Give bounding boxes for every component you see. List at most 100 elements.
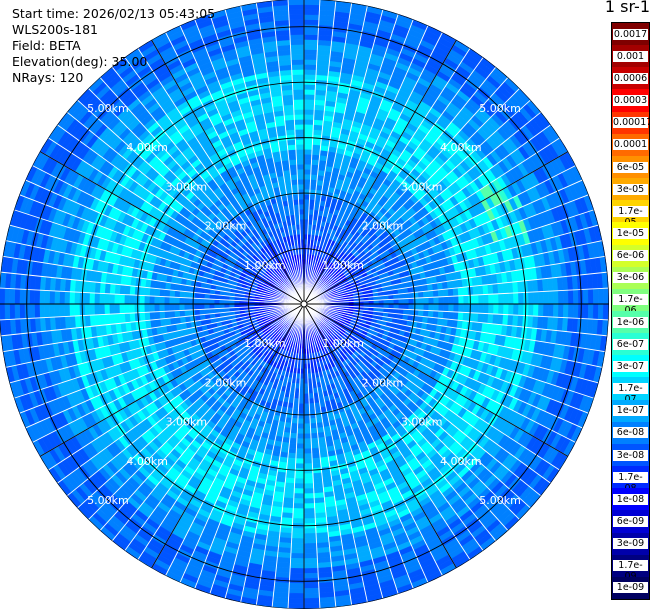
range-gate-cell — [478, 303, 484, 314]
range-gate-cell — [312, 134, 322, 141]
range-gate-cell — [303, 548, 318, 554]
range-gate-cell — [437, 289, 444, 298]
range-gate-cell — [303, 503, 315, 509]
range-gate-cell — [562, 289, 569, 305]
range-gate-cell — [288, 587, 305, 594]
range-gate-cell — [487, 313, 494, 325]
range-gate-cell — [312, 462, 322, 469]
range-gate-cell — [303, 129, 314, 135]
range-gate-cell — [303, 518, 316, 524]
range-gate-cell — [467, 286, 474, 296]
range-gate-cell — [582, 303, 589, 320]
range-gate-cell — [303, 198, 310, 205]
range-gate-cell — [303, 124, 314, 130]
range-gate-cell — [291, 533, 305, 539]
range-gate-cell — [582, 288, 589, 305]
range-gate-cell — [388, 299, 395, 305]
range-gate-cell — [462, 286, 469, 296]
range-gate-cell — [290, 422, 298, 429]
range-gate-cell — [310, 427, 318, 434]
range-gate-cell — [294, 468, 305, 474]
range-gate-cell — [303, 567, 319, 574]
range-gate-cell — [296, 443, 305, 449]
range-gate-cell — [408, 292, 414, 299]
range-gate-cell — [418, 303, 424, 311]
range-gate-cell — [557, 290, 564, 305]
range-gate-cell — [293, 503, 305, 509]
range-gate-cell — [408, 298, 415, 305]
range-gate-cell — [311, 144, 321, 151]
range-gate-cell — [287, 457, 297, 464]
range-gate-cell — [303, 154, 313, 160]
range-gate-cell — [303, 164, 312, 170]
range-gate-cell — [457, 287, 464, 297]
range-gate-cell — [298, 403, 305, 410]
range-gate-cell — [303, 388, 309, 395]
range-gate-cell — [289, 572, 305, 579]
range-gate-cell — [310, 174, 318, 181]
range-gate-cell — [472, 285, 479, 296]
range-gate-cell — [518, 303, 524, 316]
range-gate-cell — [597, 288, 604, 305]
range-gate-cell — [303, 408, 310, 415]
range-gate-cell — [408, 309, 414, 316]
range-gate-cell — [482, 284, 489, 295]
range-gate-cell — [303, 562, 319, 569]
range-gate-cell — [310, 169, 319, 176]
range-gate-cell — [303, 552, 318, 559]
range-gate-cell — [388, 303, 395, 309]
range-gate-cell — [508, 303, 514, 316]
range-gate-cell — [303, 99, 315, 105]
range-gate-cell — [303, 587, 320, 594]
range-gate-cell — [303, 478, 314, 484]
range-gate-cell — [313, 114, 325, 121]
range-gate-cell — [303, 418, 311, 424]
range-gate-cell — [287, 452, 297, 459]
range-gate-cell — [427, 310, 434, 318]
range-gate-cell — [295, 453, 305, 459]
range-gate-cell — [303, 423, 311, 429]
range-gate-cell — [303, 208, 310, 215]
range-gate-cell — [453, 303, 459, 313]
range-gate-cell — [311, 159, 320, 166]
range-gate-cell — [438, 303, 444, 312]
range-gate-cell — [290, 548, 305, 554]
range-gate-cell — [303, 543, 318, 549]
range-gate-cell — [538, 291, 544, 305]
range-gate-cell — [303, 473, 314, 479]
range-gate-cell — [483, 303, 489, 314]
range-gate-cell — [288, 442, 297, 449]
range-gate-cell — [291, 538, 305, 544]
range-gate-cell — [292, 508, 305, 514]
range-gate-cell — [452, 287, 459, 297]
range-gate-cell — [462, 312, 469, 322]
range-gate-cell — [290, 557, 305, 564]
range-gate-cell — [295, 458, 305, 464]
range-gate-cell — [303, 159, 312, 165]
range-gate-cell — [298, 408, 305, 415]
range-gate-cell — [297, 423, 305, 429]
range-gate-cell — [303, 74, 317, 80]
range-gate-cell — [403, 303, 410, 310]
range-gate-cell — [303, 184, 311, 190]
range-gate-cell — [533, 291, 539, 305]
range-gate-cell — [309, 194, 316, 200]
range-gate-cell — [303, 39, 319, 46]
range-gate-cell — [587, 303, 594, 320]
range-gate-cell — [423, 303, 429, 311]
range-gate-cell — [296, 433, 305, 439]
range-gate-cell — [303, 34, 319, 41]
range-gate-cell — [442, 288, 449, 297]
range-gate-cell — [303, 213, 309, 220]
range-gate-cell — [303, 488, 315, 494]
range-gate-cell — [303, 443, 312, 449]
range-gate-cell — [443, 303, 449, 312]
range-gate-cell — [291, 528, 305, 534]
range-gate-cell — [313, 487, 325, 494]
range-gate-cell — [303, 483, 314, 489]
range-gate-cell — [303, 438, 312, 444]
range-gate-cell — [312, 139, 322, 146]
range-gate-cell — [298, 393, 305, 400]
range-gate-cell — [572, 303, 579, 319]
